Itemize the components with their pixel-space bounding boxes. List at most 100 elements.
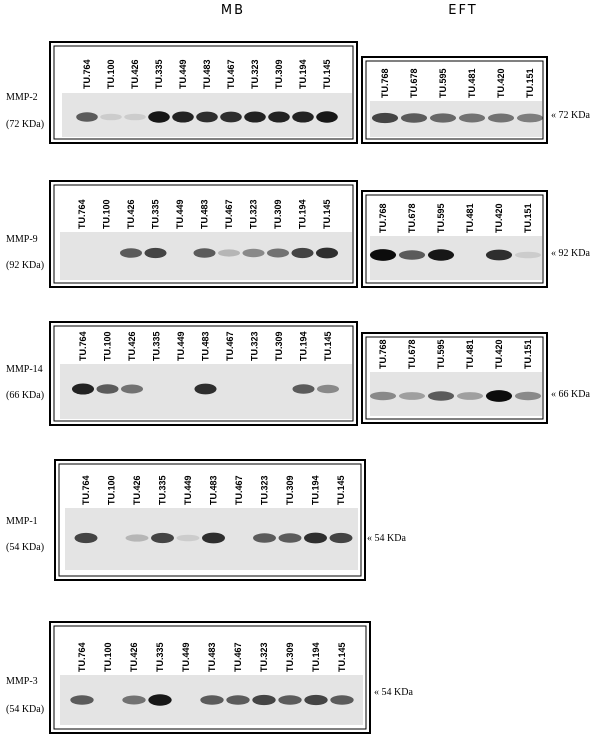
band — [400, 113, 428, 123]
lane-label: TU.483 — [201, 331, 211, 361]
band — [242, 248, 265, 258]
lane-label: TU.426 — [129, 642, 139, 672]
lane-label: TU.764 — [77, 199, 87, 229]
lane-label: TU.335 — [152, 331, 162, 361]
lane-label: TU.145 — [336, 475, 346, 505]
band — [278, 695, 302, 705]
band — [456, 392, 484, 400]
band — [252, 694, 276, 706]
lane-label: TU.194 — [311, 475, 321, 505]
lane-label: TU.449 — [178, 59, 188, 89]
band — [485, 390, 513, 402]
lane-label: TU.768 — [378, 203, 388, 233]
protein-label: MMP-14 — [6, 364, 43, 375]
lane-label: TU.764 — [77, 642, 87, 672]
lane-label: TU.764 — [78, 331, 88, 361]
weight-label: (54 KDa) — [6, 542, 44, 553]
band — [148, 111, 170, 123]
band — [144, 247, 167, 259]
band — [70, 695, 94, 705]
weight-label: (92 KDa) — [6, 260, 44, 271]
band — [371, 112, 399, 124]
lane-label: TU.335 — [154, 59, 164, 89]
lane-label: TU.420 — [494, 339, 504, 369]
band — [125, 534, 149, 542]
lane-label: TU.426 — [132, 475, 142, 505]
band — [100, 113, 122, 121]
lane-label: TU.768 — [378, 339, 388, 369]
panel-frame-inner — [58, 463, 362, 577]
lane-label: TU.323 — [250, 59, 260, 89]
panel-frame-inner — [53, 625, 367, 730]
band — [398, 392, 426, 400]
band — [124, 113, 146, 121]
panel-frame-inner — [365, 194, 544, 284]
lane-label: TU.323 — [259, 642, 269, 672]
blot-strip — [370, 236, 542, 280]
panel-frame-inner — [53, 45, 354, 140]
band — [369, 391, 397, 401]
lane-label: TU.335 — [151, 199, 161, 229]
band — [292, 111, 314, 123]
lane-label: TU.194 — [311, 642, 321, 672]
band — [76, 112, 98, 122]
panel-frame-inner — [53, 184, 354, 284]
band — [200, 695, 224, 705]
lane-label: TU.483 — [202, 59, 212, 89]
lane-label: TU.100 — [106, 59, 116, 89]
lane-label: TU.595 — [438, 68, 448, 98]
band — [291, 247, 314, 259]
lane-label: TU.323 — [249, 199, 259, 229]
band — [148, 694, 172, 706]
band — [226, 695, 250, 705]
lane-label: TU.768 — [380, 68, 390, 98]
lane-label: TU.145 — [323, 331, 333, 361]
lane-label: TU.145 — [337, 642, 347, 672]
lane-label: TU.483 — [209, 475, 219, 505]
band — [427, 391, 455, 401]
lane-label: TU.420 — [496, 68, 506, 98]
lane-label: TU.764 — [81, 475, 91, 505]
band — [176, 534, 200, 542]
lane-label: TU.467 — [234, 475, 244, 505]
weight-marker: « 72 KDa — [551, 110, 590, 121]
lane-label: TU.194 — [299, 331, 309, 361]
lane-label: TU.426 — [126, 199, 136, 229]
band — [429, 113, 457, 123]
band — [458, 113, 486, 123]
lane-label: TU.481 — [465, 203, 475, 233]
weight-marker: « 54 KDa — [367, 533, 406, 544]
band — [196, 111, 218, 123]
lane-label: TU.449 — [181, 642, 191, 672]
panel-frame-inner — [53, 325, 354, 422]
lane-label: TU.764 — [82, 59, 92, 89]
lane-label: TU.145 — [322, 59, 332, 89]
protein-label: MMP-3 — [6, 676, 38, 687]
lane-label: TU.467 — [224, 199, 234, 229]
band — [369, 249, 397, 261]
lane-label: TU.309 — [274, 331, 284, 361]
lane-label: TU.309 — [274, 59, 284, 89]
band — [487, 113, 515, 123]
group-header: MB — [221, 3, 245, 18]
lane-label: TU.678 — [409, 68, 419, 98]
band — [96, 384, 119, 394]
lane-label: TU.420 — [494, 203, 504, 233]
band — [316, 111, 338, 123]
band — [71, 383, 95, 395]
band — [253, 533, 276, 543]
band — [151, 532, 174, 544]
protein-label: MMP-1 — [6, 516, 38, 527]
band — [172, 111, 194, 123]
weight-label: (54 KDa) — [6, 704, 44, 715]
panel-frame — [54, 459, 366, 581]
lane-label: TU.309 — [285, 642, 295, 672]
band — [193, 248, 216, 258]
lane-label: TU.467 — [226, 59, 236, 89]
band — [304, 532, 327, 544]
protein-label: MMP-9 — [6, 234, 38, 245]
band — [398, 250, 426, 260]
panel-frame — [361, 332, 548, 424]
band — [268, 111, 290, 123]
panel-frame-inner — [365, 60, 544, 140]
